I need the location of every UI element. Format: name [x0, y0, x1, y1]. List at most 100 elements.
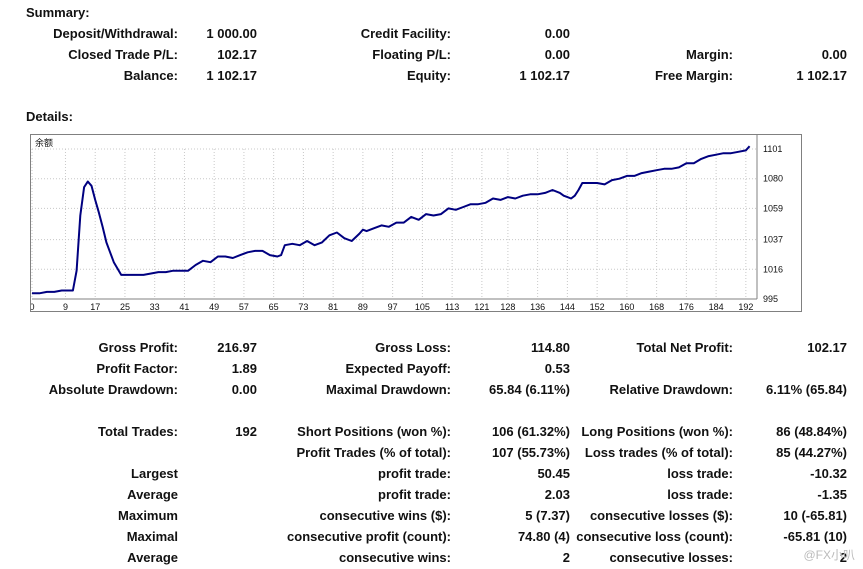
x-tick-label: 184 [709, 302, 724, 311]
x-tick-label: 176 [679, 302, 694, 311]
profit-trades-value: 107 (55.73%) [491, 445, 570, 460]
equity-label: Equity: [406, 68, 451, 83]
y-tick-label: 1037 [763, 235, 783, 245]
x-tick-label: 97 [388, 302, 398, 311]
balance-chart: 余额 1101 1080 1059 1037 1016 995 0 9 17 25 33 41 49 5… [29, 134, 802, 312]
long-positions-value: 86 (48.84%) [776, 424, 847, 439]
average-loss-label: loss trade: [667, 487, 733, 502]
credit-label: Credit Facility: [360, 26, 451, 41]
balance-chart-svg: 余额 1101 1080 1059 1037 1016 995 0 9 17 25 33 41 49 5… [29, 135, 783, 312]
largest-profit-value: 50.45 [537, 466, 570, 481]
x-tick-label: 152 [590, 302, 605, 311]
x-tick-label: 144 [560, 302, 575, 311]
total-net-profit-value: 102.17 [807, 340, 847, 355]
margin-label: Margin: [686, 47, 733, 62]
gross-profit-label: Gross Profit: [98, 340, 178, 355]
avg-cons-losses-value: 2 [839, 550, 847, 565]
average2-label: Average [127, 550, 178, 565]
average-profit-label: profit trade: [378, 487, 451, 502]
y-tick-label: 1059 [763, 203, 783, 213]
total-net-profit-label: Total Net Profit: [636, 340, 733, 355]
absolute-drawdown-label: Absolute Drawdown: [48, 382, 178, 397]
long-positions-label: Long Positions (won %): [581, 424, 733, 439]
x-tick-label: 121 [474, 302, 489, 311]
y-tick-label: 1080 [763, 174, 783, 184]
free-margin-label: Free Margin: [654, 68, 733, 83]
y-tick-label: 995 [763, 294, 778, 304]
relative-drawdown-label: Relative Drawdown: [609, 382, 733, 397]
equity-value: 1 102.17 [519, 68, 570, 83]
x-tick-label: 73 [298, 302, 308, 311]
x-tick-label: 128 [500, 302, 515, 311]
max-cons-wins-label: consecutive wins ($): [319, 508, 451, 523]
deposit-value: 1 000.00 [206, 26, 257, 41]
maximal-label: Maximal [126, 529, 178, 544]
credit-value: 0.00 [544, 26, 570, 41]
balance-series-line [32, 145, 751, 295]
relative-drawdown-value: 6.11% (65.84) [766, 382, 847, 397]
x-tick-label: 0 [31, 302, 35, 311]
profit-trades-label: Profit Trades (% of total): [296, 445, 451, 460]
gross-loss-label: Gross Loss: [375, 340, 451, 355]
maximal-cons-loss-label: consecutive loss (count): [576, 529, 733, 544]
x-tick-label: 65 [269, 302, 279, 311]
x-tick-label: 9 [63, 302, 68, 311]
chart-title: 余额 [35, 137, 53, 148]
y-tick-label: 1016 [763, 264, 783, 274]
gross-loss-value: 114.80 [530, 340, 570, 355]
loss-trades-value: 85 (44.27%) [776, 445, 847, 460]
x-tick-label: 25 [120, 302, 130, 311]
total-trades-label: Total Trades: [98, 424, 178, 439]
watermark: @FX小叭 [803, 548, 855, 562]
largest-loss-label: loss trade: [667, 466, 733, 481]
x-tick-label: 17 [90, 302, 100, 311]
expected-payoff-value: 0.53 [544, 361, 570, 376]
maximal-cons-profit-value: 74.80 (4) [517, 529, 570, 544]
x-tick-label: 168 [649, 302, 664, 311]
x-tick-label: 113 [445, 302, 459, 311]
largest-label: Largest [131, 466, 178, 481]
x-tick-label: 49 [209, 302, 219, 311]
closed-trade-value: 102.17 [217, 47, 257, 62]
x-tick-label: 41 [179, 302, 189, 311]
short-positions-value: 106 (61.32%) [491, 424, 570, 439]
short-positions-label: Short Positions (won %): [297, 424, 451, 439]
largest-loss-value: -10.32 [810, 466, 847, 481]
avg-cons-wins-value: 2 [562, 550, 570, 565]
gross-profit-value: 216.97 [217, 340, 257, 355]
maximum-label: Maximum [118, 508, 178, 523]
largest-profit-label: profit trade: [378, 466, 451, 481]
absolute-drawdown-value: 0.00 [231, 382, 257, 397]
max-cons-wins-value: 5 (7.37) [525, 508, 570, 523]
x-tick-label: 57 [239, 302, 249, 311]
average-loss-value: -1.35 [817, 487, 847, 502]
x-tick-label: 192 [738, 302, 753, 311]
floating-label: Floating P/L: [372, 47, 451, 62]
floating-value: 0.00 [544, 47, 570, 62]
average-profit-value: 2.03 [544, 487, 570, 502]
avg-cons-wins-label: consecutive wins: [339, 550, 451, 565]
details-title: Details: [26, 109, 73, 124]
margin-value: 0.00 [821, 47, 847, 62]
total-trades-value: 192 [235, 424, 257, 439]
max-cons-losses-value: 10 (-65.81) [783, 508, 847, 523]
expected-payoff-label: Expected Payoff: [345, 361, 451, 376]
profit-factor-label: Profit Factor: [96, 361, 178, 376]
x-tick-label: 105 [415, 302, 430, 311]
x-tick-label: 136 [530, 302, 545, 311]
x-tick-label: 160 [619, 302, 634, 311]
deposit-label: Deposit/Withdrawal: [53, 26, 178, 41]
max-cons-losses-label: consecutive losses ($): [589, 508, 733, 523]
x-tick-label: 81 [328, 302, 338, 311]
maximal-drawdown-label: Maximal Drawdown: [326, 382, 451, 397]
maximal-cons-loss-value: -65.81 (10) [783, 529, 847, 544]
maximal-cons-profit-label: consecutive profit (count): [287, 529, 451, 544]
maximal-drawdown-value: 65.84 (6.11%) [489, 382, 570, 397]
x-tick-label: 89 [358, 302, 368, 311]
balance-value: 1 102.17 [206, 68, 257, 83]
closed-trade-label: Closed Trade P/L: [68, 47, 178, 62]
loss-trades-label: Loss trades (% of total): [584, 445, 733, 460]
x-tick-label: 33 [150, 302, 160, 311]
summary-title: Summary: [26, 5, 90, 20]
average-label: Average [127, 487, 178, 502]
